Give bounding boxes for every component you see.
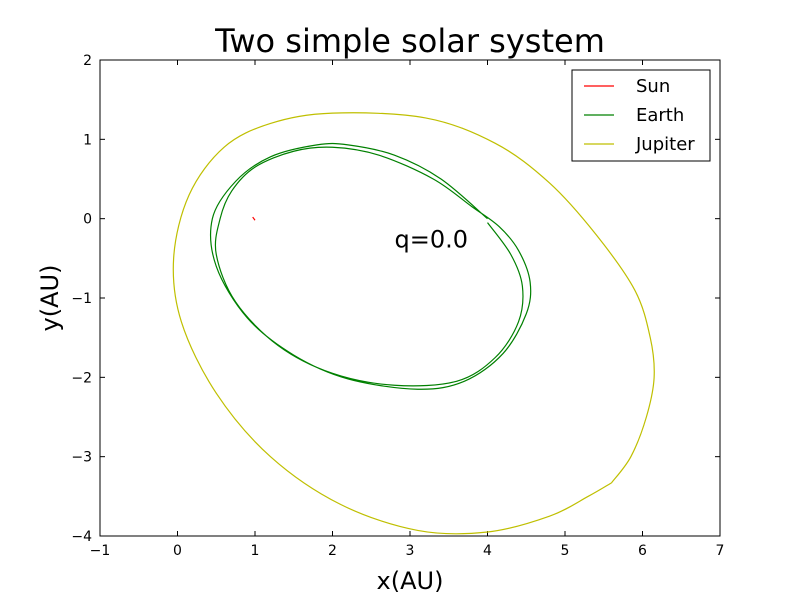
y-tick-label: −1 — [71, 291, 92, 307]
legend-label-jupiter: Jupiter — [635, 134, 695, 155]
y-tick-label: 0 — [83, 212, 92, 228]
legend: Sun Earth Jupiter — [571, 69, 711, 162]
annotation-q: q=0.0 — [395, 226, 469, 254]
x-tick-label: 1 — [251, 543, 260, 559]
y-tick-label: 2 — [83, 53, 92, 69]
x-tick-label: 0 — [173, 543, 182, 559]
axis-tick-labels: −1 0 1 2 3 4 5 6 7 −4 −3 −2 −1 0 1 2 — [71, 53, 724, 559]
chart-title: Two simple solar system — [214, 22, 605, 60]
legend-label-earth: Earth — [636, 105, 684, 126]
y-axis-title: y(AU) — [36, 265, 64, 332]
series-earth-line — [210, 142, 532, 390]
y-tick-label: 1 — [83, 132, 92, 148]
x-tick-label: 7 — [716, 543, 725, 559]
y-tick-label: −2 — [71, 370, 92, 386]
y-tick-label: −3 — [71, 450, 92, 466]
x-tick-label: 4 — [483, 543, 492, 559]
x-tick-label: 3 — [406, 543, 415, 559]
series-layer — [172, 112, 655, 535]
x-tick-label: 2 — [328, 543, 337, 559]
legend-label-sun: Sun — [636, 76, 670, 97]
x-tick-label: 5 — [561, 543, 570, 559]
x-tick-label: −1 — [90, 543, 111, 559]
axis-ticks — [99, 59, 721, 537]
series-jupiter-line — [172, 112, 655, 535]
series-sun-line — [252, 216, 256, 221]
x-tick-label: 6 — [638, 543, 647, 559]
x-axis-title: x(AU) — [377, 567, 444, 595]
y-tick-label: −4 — [71, 529, 92, 545]
